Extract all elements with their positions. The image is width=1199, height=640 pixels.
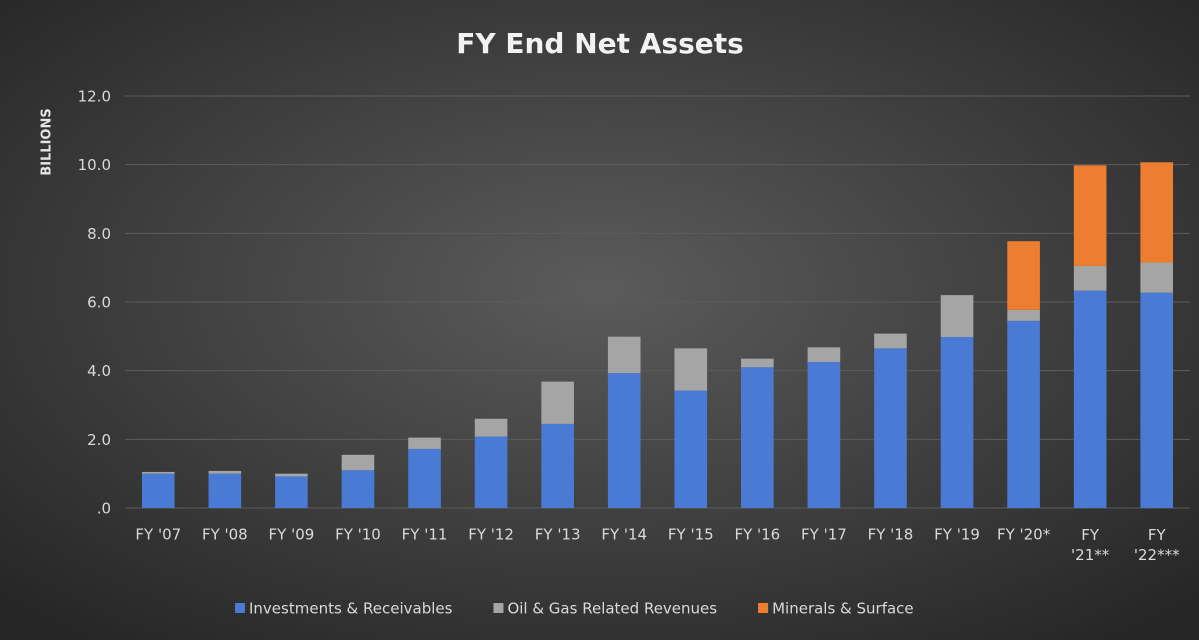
bar-segment — [1140, 262, 1174, 293]
bar-segment — [474, 418, 508, 437]
bar-segment — [408, 448, 441, 508]
x-tick-label: FY '16 — [734, 526, 780, 544]
x-tick-label: FY '13 — [535, 526, 581, 544]
bar-segment — [807, 347, 841, 363]
x-tick-label: FY '12 — [468, 526, 514, 544]
bar-segment — [341, 470, 375, 508]
x-tick-label: FY '07 — [135, 526, 181, 544]
x-tick-label: FY '20* — [997, 526, 1051, 544]
y-axis-label: BILLIONS — [40, 108, 55, 175]
bar-segment — [1140, 162, 1174, 263]
bar-segment — [275, 473, 308, 477]
bar-segment — [474, 436, 508, 508]
bar-segment — [1073, 290, 1107, 508]
chart-title: FY End Net Assets — [456, 27, 744, 60]
x-tick-label: FY '22*** — [1134, 526, 1180, 564]
x-tick-label: FY '09 — [269, 526, 315, 544]
bar-segment — [208, 473, 242, 508]
bar-segment — [1007, 320, 1040, 508]
legend-swatch — [493, 603, 504, 613]
bar-segment — [408, 437, 441, 449]
bar-segment — [874, 333, 907, 349]
bar-segment — [1073, 265, 1107, 291]
bar-segment — [807, 362, 841, 508]
x-tick-label: FY '08 — [202, 526, 248, 544]
x-tick-label: FY '21** — [1071, 526, 1110, 564]
bar-segment — [541, 381, 574, 424]
legend-swatch — [758, 603, 769, 613]
x-tick-label: FY '11 — [402, 526, 448, 544]
y-tick-label: 10.0 — [78, 156, 111, 174]
bar-segment — [541, 423, 574, 508]
y-tick-label: 12.0 — [78, 88, 111, 106]
y-tick-label: 2.0 — [87, 431, 111, 449]
legend-label: Oil & Gas Related Revenues — [507, 600, 717, 618]
bar-segment — [940, 337, 974, 508]
x-tick-label: FY '15 — [668, 526, 714, 544]
bar-segment — [275, 476, 308, 508]
bar-segment — [674, 390, 708, 508]
x-tick-label: FY '14 — [601, 526, 647, 544]
x-tick-label: FY '18 — [868, 526, 914, 544]
legend: Investments & Receivables Oil & Gas Relat… — [235, 600, 914, 618]
bar-segment — [1073, 165, 1107, 266]
bar-segment — [341, 454, 375, 471]
bar-segment — [940, 295, 974, 338]
bar-segment — [741, 358, 774, 368]
bar-segment — [674, 348, 708, 391]
x-tick-label: FY '19 — [934, 526, 980, 544]
y-tick-label: .0 — [97, 500, 111, 518]
legend-label: Minerals & Surface — [772, 600, 914, 618]
bar-segment — [741, 367, 774, 508]
bar-segment — [141, 471, 175, 474]
y-tick-label: 8.0 — [87, 225, 111, 243]
bar-segment — [208, 470, 242, 474]
y-tick-label: 4.0 — [87, 362, 111, 380]
bar-segment — [1007, 309, 1040, 321]
bar-segment — [607, 373, 641, 508]
bar-segment — [141, 473, 175, 508]
legend-swatch — [235, 603, 245, 613]
x-tick-label: FY '10 — [335, 526, 381, 544]
bar-segment — [1007, 241, 1040, 310]
bar-segment — [874, 348, 907, 508]
x-tick-label: FY '17 — [801, 526, 847, 544]
y-tick-label: 6.0 — [87, 294, 111, 312]
legend-label: Investments & Receivables — [249, 600, 453, 618]
bar-segment — [607, 336, 641, 374]
bar-segment — [1140, 292, 1174, 508]
